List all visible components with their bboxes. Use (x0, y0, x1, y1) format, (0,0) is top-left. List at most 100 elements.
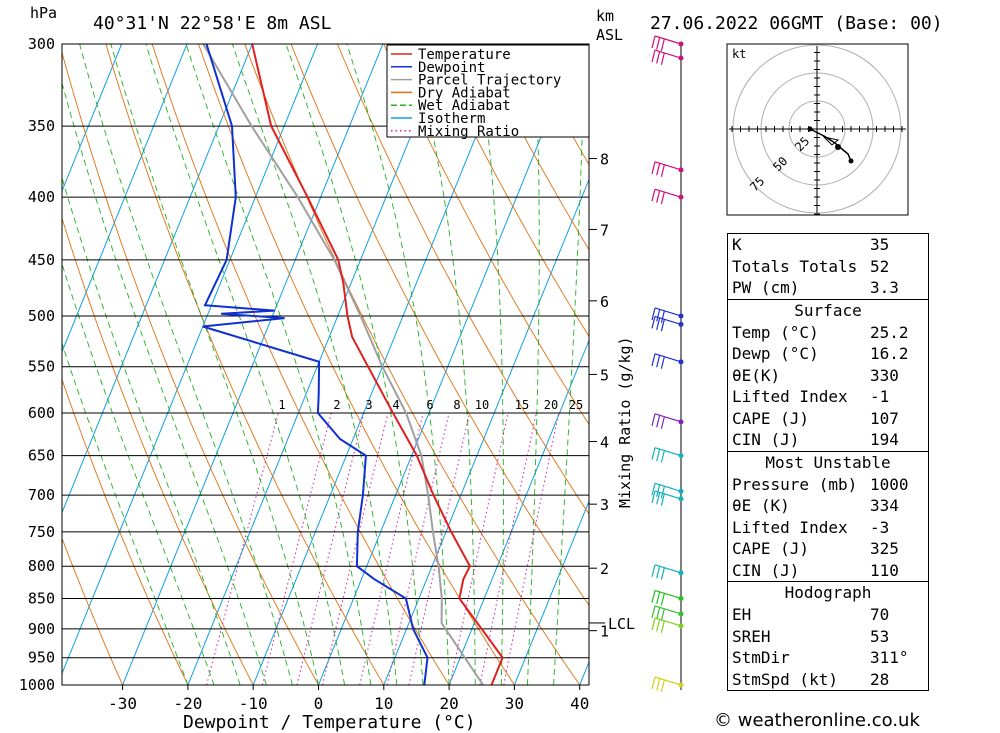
wind-barb-staff (654, 676, 682, 686)
wet-adiabat (346, 44, 450, 685)
km-unit: km (596, 7, 614, 25)
x-tick-label: -10 (239, 694, 268, 713)
wind-barb-feather (656, 355, 661, 368)
km-tick-label: 8 (600, 151, 609, 169)
x-tick-label: -20 (173, 694, 202, 713)
x-tick-label: 30 (505, 694, 524, 713)
table-row: CIN (J) 110 (728, 560, 928, 582)
pressure-tick-label: 850 (28, 589, 55, 607)
temperature-line (251, 44, 504, 685)
wind-barb (651, 482, 682, 499)
row-label: θE (K) (732, 496, 790, 515)
x-tick-label: 40 (570, 694, 589, 713)
location-title: 40°31'N 22°58'E 8m ASL (93, 13, 332, 34)
pressure-tick-label: 700 (28, 486, 55, 504)
wind-barb-staff (654, 447, 682, 457)
wind-barb-feather (660, 486, 665, 499)
km-tick-label: 1 (600, 623, 609, 641)
km-tick-label: 4 (600, 434, 609, 452)
pressure-tick-label: 1000 (19, 676, 55, 694)
dry-adiabat (336, 44, 589, 515)
table-row: StmSpd (kt) 28 (728, 669, 928, 691)
wind-barb-staff (654, 490, 682, 500)
dry-adiabat (475, 44, 589, 251)
row-value: 1000 (870, 474, 909, 494)
legend-label: Dry Adiabat (418, 85, 511, 101)
isotherm (513, 499, 589, 685)
table-row: CAPE (J) 325 (728, 538, 928, 560)
wet-adiabat (62, 176, 241, 685)
legend-label: Temperature (418, 47, 511, 63)
wind-barb (651, 188, 682, 205)
wind-barb-staff (654, 605, 682, 615)
wind-barb-feather (660, 593, 665, 606)
x-tick-label: -30 (108, 694, 137, 713)
pressure-tick-label: 550 (28, 358, 55, 376)
hodograph-point (807, 126, 813, 132)
dry-adiabat (244, 44, 581, 685)
row-value: 194 (870, 430, 899, 449)
wind-barb-feather (660, 356, 665, 369)
dewpoint-line (202, 44, 429, 685)
wet-adiabat (527, 44, 540, 685)
row-value: 334 (870, 496, 899, 515)
mixing-ratio-label: 25 (569, 398, 583, 412)
wind-barb-staff (654, 161, 682, 171)
parcel-trajectory-line (202, 44, 484, 685)
hodograph-unit: kt (732, 47, 746, 61)
wind-barb-feather (651, 161, 656, 174)
wind-barb-feather (651, 490, 656, 504)
mixing-ratio-label: 15 (515, 398, 529, 412)
table-row: Lifted Index -3 (728, 517, 928, 539)
wind-barb-staff (654, 482, 682, 492)
plot-frame (61, 43, 590, 686)
wind-barb-feather (660, 38, 665, 52)
wind-barb (651, 315, 682, 332)
isotherm (62, 44, 319, 675)
wind-barb-feather (651, 605, 656, 619)
wind-barb-feather (660, 567, 665, 580)
wind-barb-feather (656, 448, 661, 462)
copyright-link[interactable]: © weatheronline.co.uk (714, 710, 920, 731)
mixing-ratio-label: 10 (475, 398, 489, 412)
km-tick-label: 2 (600, 560, 609, 578)
wind-barb (651, 447, 682, 463)
wet-adiabat (553, 44, 585, 685)
x-tick-label: 10 (374, 694, 393, 713)
x-tick-label: 20 (439, 694, 458, 713)
wind-barb (651, 676, 682, 693)
dry-adiabat (429, 44, 589, 338)
dry-adiabat (62, 51, 319, 685)
wind-barb-feather (651, 413, 656, 426)
wind-barb (651, 605, 682, 621)
wind-barb-feather (656, 492, 661, 505)
pressure-tick-label: 600 (28, 404, 55, 422)
wind-barb-feather (656, 678, 661, 691)
wind-barb-feather (656, 607, 661, 620)
pressure-tick-label: 650 (28, 447, 55, 465)
wind-barb-staff (654, 49, 682, 59)
row-label: CIN (J) (732, 430, 800, 449)
table-row: PW (cm) 3.3 (728, 277, 928, 299)
wind-barb-feather (656, 484, 661, 497)
mixing-ratio-line (503, 412, 560, 685)
wind-barb-feather (660, 493, 665, 506)
wind-barb-feather (660, 450, 665, 463)
mixing-ratio-line (449, 412, 509, 685)
row-value: -3 (870, 517, 890, 537)
pressure-tick-label: 900 (28, 620, 55, 638)
indices-table: K 35 Totals Totals 52 PW (cm) 3.3 Surface Tem… (727, 233, 929, 691)
row-label: Pressure (mb) (732, 474, 858, 494)
surface-title: Surface (794, 300, 862, 320)
legend-label: Mixing Ratio (418, 124, 519, 140)
wind-barb (651, 307, 682, 323)
row-label: StmDir (732, 648, 790, 667)
wind-barb-feather (656, 37, 661, 50)
row-value: -1 (870, 387, 890, 406)
isotherm (448, 339, 589, 685)
wind-barb-feather (651, 483, 656, 496)
row-value: 28 (870, 669, 890, 689)
wind-barb-staff (654, 307, 682, 317)
hodograph-title: Hodograph (784, 583, 872, 602)
